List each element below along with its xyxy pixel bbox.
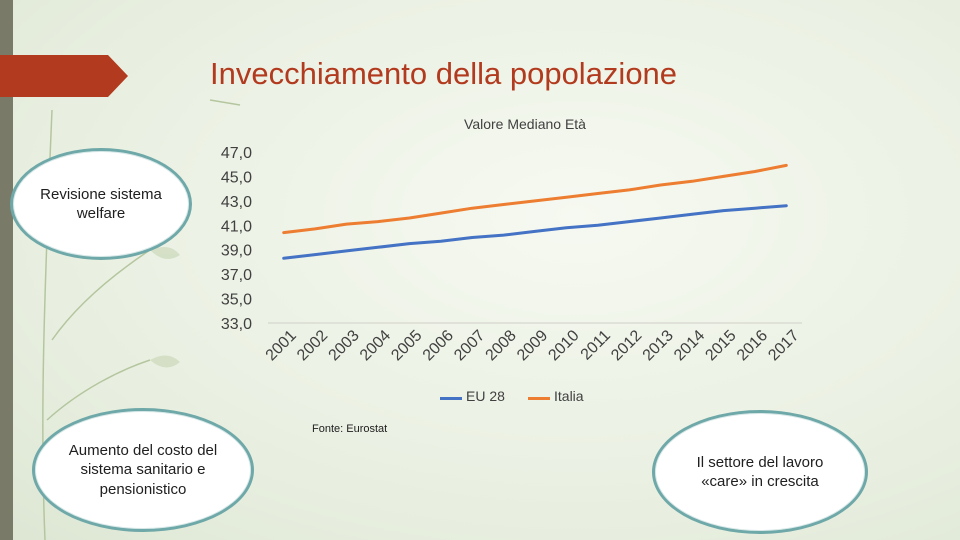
- source-note: Fonte: Eurostat: [312, 423, 388, 435]
- x-tick-label: 2010: [545, 327, 582, 364]
- x-tick-label: 2013: [640, 327, 677, 364]
- bubble-costs: Aumento del costo del sistema sanitario …: [32, 408, 254, 532]
- legend-swatch-italia: [528, 397, 550, 400]
- bubble-care-text: Il settore del lavoro «care» in crescita: [696, 453, 824, 491]
- x-tick-label: 2014: [671, 327, 708, 364]
- bubble-costs-text: Aumento del costo del sistema sanitario …: [68, 441, 218, 498]
- legend-label-eu28: EU 28: [466, 388, 505, 404]
- slide-title: Invecchiamento della popolazione: [210, 56, 678, 91]
- x-tick-label: 2015: [702, 327, 739, 364]
- y-tick-label: 45,0: [221, 169, 252, 186]
- x-tick-label: 2003: [326, 327, 363, 364]
- x-tick-label: 2009: [514, 327, 551, 364]
- x-tick-label: 2004: [357, 327, 394, 364]
- x-tick-label: 2017: [765, 327, 802, 364]
- y-tick-label: 43,0: [221, 194, 252, 211]
- x-tick-label: 2001: [263, 327, 300, 364]
- bubble-welfare: Revisione sistema welfare: [10, 148, 192, 260]
- x-tick-label: 2007: [451, 327, 488, 364]
- line-chart: 47,0 45,0 43,0 41,0 39,0 37,0 35,0 33,0 20012002…: [221, 145, 803, 364]
- x-tick-label: 2006: [420, 327, 457, 364]
- y-tick-label: 41,0: [221, 218, 252, 235]
- y-tick-label: 39,0: [221, 243, 252, 260]
- x-tick-label: 2016: [734, 327, 771, 364]
- y-tick-label: 33,0: [221, 316, 252, 333]
- left-accent-bar: [0, 0, 13, 540]
- x-tick-label: 2005: [388, 327, 425, 364]
- y-tick-label: 37,0: [221, 267, 252, 284]
- bubble-care: Il settore del lavoro «care» in crescita: [652, 410, 868, 534]
- legend-swatch-eu28: [440, 397, 462, 400]
- x-tick-label: 2008: [483, 327, 520, 364]
- chart-title: Valore Mediano Età: [464, 116, 586, 132]
- series-line-italia: [282, 163, 788, 235]
- series-line-eu28: [282, 204, 788, 260]
- legend-label-italia: Italia: [554, 388, 584, 404]
- bubble-welfare-text: Revisione sistema welfare: [40, 185, 162, 223]
- x-tick-label: 2011: [578, 327, 614, 363]
- title-arrow-shape: [0, 55, 128, 97]
- y-tick-label: 35,0: [221, 292, 252, 309]
- y-tick-label: 47,0: [221, 145, 252, 162]
- x-tick-label: 2012: [608, 327, 645, 364]
- x-tick-label: 2002: [294, 327, 331, 364]
